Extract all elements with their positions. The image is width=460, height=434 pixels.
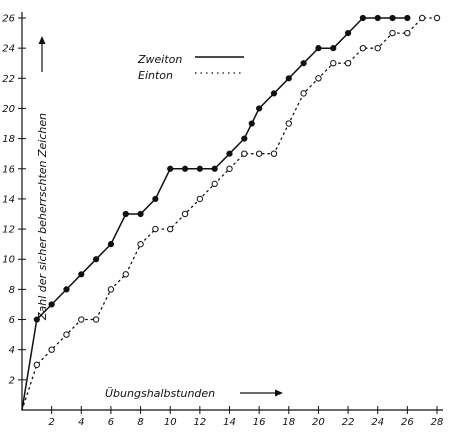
- data-point-zweiton: [270, 90, 278, 97]
- y-tick-label: 24: [2, 44, 15, 55]
- data-point-zweiton: [63, 286, 70, 293]
- data-point-zweiton: [315, 45, 322, 52]
- data-point-zweiton: [226, 150, 233, 157]
- data-point-einton: [330, 60, 337, 67]
- data-point-zweiton: [33, 316, 40, 323]
- data-point-einton: [285, 120, 292, 127]
- data-point-einton: [344, 60, 352, 67]
- data-point-einton: [389, 29, 396, 37]
- data-point-zweiton: [78, 271, 85, 278]
- data-point-einton: [63, 331, 70, 338]
- data-point-zweiton: [300, 60, 307, 67]
- x-tick-label: 26: [401, 417, 414, 428]
- y-tick-label: 16: [2, 164, 15, 175]
- data-point-zweiton: [93, 256, 100, 263]
- legend: Zweiton Einton: [137, 53, 244, 82]
- x-tick-label: 24: [371, 417, 384, 428]
- data-point-einton: [433, 14, 441, 22]
- y-tick-label: 12: [2, 225, 15, 236]
- data-point-zweiton: [389, 14, 396, 22]
- data-point-zweiton: [241, 135, 248, 142]
- x-tick-label: 8: [137, 417, 143, 428]
- y-tick-label: 26: [2, 14, 15, 25]
- x-tick-label: 10: [164, 417, 177, 428]
- data-point-einton: [92, 316, 100, 323]
- data-point-einton: [211, 180, 218, 188]
- data-point-einton: [359, 44, 367, 52]
- y-tick-label: 2: [9, 375, 15, 386]
- y-axis-label: Zahl der sicher beherrschten Zeichen: [36, 113, 49, 321]
- data-point-zweiton: [374, 14, 381, 22]
- data-point-einton: [226, 165, 233, 172]
- data-point-einton: [270, 150, 278, 157]
- x-tick-label: 28: [431, 417, 444, 428]
- x-tick-label: 14: [223, 417, 236, 428]
- x-tick-label: 6: [108, 417, 114, 428]
- data-point-einton: [33, 361, 41, 368]
- data-point-zweiton: [359, 14, 366, 22]
- x-axis-label: Übungshalbstunden: [105, 387, 215, 400]
- data-point-zweiton: [344, 29, 352, 37]
- y-tick-label: 22: [2, 74, 15, 85]
- data-point-einton: [418, 14, 426, 22]
- y-tick-label: 4: [9, 345, 15, 356]
- data-point-einton: [196, 195, 204, 203]
- x-tick-label: 16: [253, 417, 266, 428]
- data-point-zweiton: [196, 165, 203, 172]
- data-point-zweiton: [404, 14, 411, 22]
- x-tick-label: 18: [282, 417, 295, 428]
- y-tick-label: 10: [2, 255, 15, 266]
- data-point-einton: [78, 316, 85, 323]
- legend-label-zweiton: Zweiton: [137, 53, 182, 66]
- axis-labels: Übungshalbstunden Zahl der sicher beherr…: [36, 36, 283, 400]
- data-point-einton: [300, 90, 307, 97]
- data-point-einton: [404, 29, 411, 37]
- y-tick-label: 20: [2, 104, 15, 115]
- data-point-zweiton: [256, 105, 263, 112]
- x-tick-label: 4: [78, 417, 84, 428]
- x-axis-label-arrowhead: [275, 389, 283, 397]
- data-point-einton: [315, 75, 322, 82]
- data-point-zweiton: [137, 210, 144, 218]
- data-point-zweiton: [167, 165, 174, 172]
- data-point-einton: [122, 271, 129, 278]
- data-point-zweiton: [211, 165, 218, 172]
- data-point-zweiton: [285, 75, 292, 82]
- data-point-zweiton: [48, 301, 55, 308]
- data-point-einton: [137, 240, 144, 248]
- y-tick-label: 18: [2, 134, 15, 145]
- x-tick-label: 12: [193, 417, 206, 428]
- data-point-einton: [152, 225, 159, 233]
- legend-label-einton: Einton: [138, 69, 173, 82]
- y-tick-label: 8: [9, 285, 15, 296]
- data-point-einton: [107, 286, 115, 293]
- data-point-zweiton: [330, 45, 337, 52]
- data-point-einton: [48, 346, 55, 353]
- data-point-einton: [255, 150, 263, 157]
- y-axis-label-arrowhead: [38, 36, 46, 44]
- x-tick-label: 2: [48, 417, 54, 428]
- data-point-einton: [241, 150, 248, 157]
- axes: [21, 12, 443, 411]
- series: [21, 14, 441, 411]
- data-point-zweiton: [248, 120, 255, 127]
- x-tick-label: 22: [342, 417, 355, 428]
- x-tick-label: 20: [312, 417, 325, 428]
- data-point-zweiton: [181, 165, 189, 172]
- data-point-einton: [181, 210, 189, 218]
- y-tick-label: 6: [9, 315, 15, 326]
- data-point-einton: [167, 225, 174, 233]
- ticks: 2 4 6 8 10 12 14 16 18 20 22 24 26 282468101214161820…: [2, 14, 443, 429]
- series-line-einton: [21, 17, 438, 411]
- series-line-zweiton: [21, 17, 408, 411]
- data-point-einton: [374, 44, 381, 52]
- data-point-zweiton: [122, 210, 129, 218]
- y-tick-label: 14: [2, 194, 15, 205]
- data-point-zweiton: [152, 195, 159, 203]
- data-point-zweiton: [107, 241, 115, 248]
